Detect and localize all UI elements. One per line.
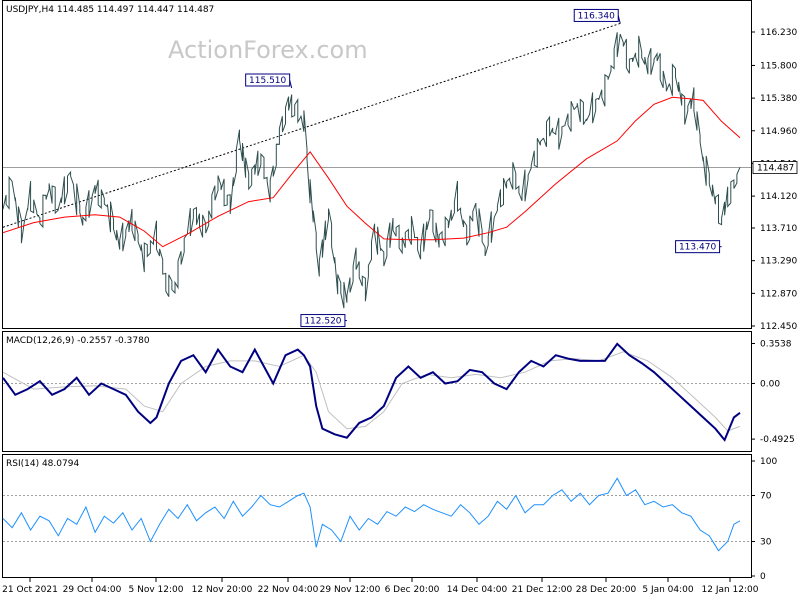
price-y-tick-label: 116.230 bbox=[760, 28, 797, 38]
annotation-label: 112.520 bbox=[304, 317, 341, 327]
rsi-line bbox=[2, 477, 741, 552]
macd-panel-frame bbox=[2, 331, 752, 452]
annotation-box bbox=[245, 73, 291, 87]
macd-y-tick-label: 0.00 bbox=[760, 379, 780, 389]
moving-average-line bbox=[2, 96, 741, 248]
x-tick-label: 12 Jan 12:00 bbox=[702, 585, 759, 595]
price-y-tick-label: 114.960 bbox=[760, 127, 797, 137]
chart-header: USDJPY,H4 114.485 114.497 114.447 114.48… bbox=[6, 5, 214, 15]
macd-y-tick-label: 0.3538 bbox=[760, 339, 792, 349]
price-y-tick-label: 112.450 bbox=[760, 322, 797, 332]
macd-line bbox=[2, 342, 741, 442]
annotation-box bbox=[573, 8, 619, 22]
rsi-y-tick-label: 0 bbox=[760, 572, 766, 582]
x-tick-label: 5 Nov 12:00 bbox=[129, 585, 184, 595]
annotation-label: 115.510 bbox=[249, 76, 286, 86]
x-tick-label: 14 Dec 04:00 bbox=[447, 585, 508, 595]
price-y-tick-label: 115.800 bbox=[760, 61, 797, 71]
rsi-y-tick-label: 70 bbox=[760, 492, 772, 502]
x-tick-label: 21 Oct 2021 bbox=[2, 585, 58, 595]
macd-signal-line bbox=[2, 351, 741, 432]
x-tick-label: 29 Nov 12:00 bbox=[320, 585, 381, 595]
rsi-y-tick-label: 100 bbox=[760, 457, 777, 467]
trendline bbox=[2, 22, 621, 228]
x-tick-label: 21 Dec 12:00 bbox=[512, 585, 573, 595]
macd-y-tick-label: -0.4925 bbox=[760, 435, 795, 445]
price-y-tick-label: 113.710 bbox=[760, 224, 797, 234]
current-price-box bbox=[752, 161, 798, 174]
macd-title: MACD(12,26,9) -0.2557 -0.3780 bbox=[6, 336, 150, 346]
x-tick-label: 6 Dec 20:00 bbox=[385, 585, 440, 595]
price-line bbox=[2, 32, 741, 309]
annotation-box bbox=[675, 240, 721, 254]
price-y-tick-label: 112.870 bbox=[760, 289, 797, 299]
annotation-label: 113.470 bbox=[679, 243, 716, 253]
x-tick-label: 5 Jan 04:00 bbox=[642, 585, 694, 595]
x-tick-label: 22 Nov 04:00 bbox=[258, 585, 319, 595]
price-y-tick-label: 113.290 bbox=[760, 257, 797, 267]
current-price-label: 114.487 bbox=[757, 164, 794, 174]
rsi-y-tick-label: 30 bbox=[760, 538, 772, 548]
price-y-tick-label: 115.380 bbox=[760, 94, 797, 104]
rsi-panel-frame bbox=[2, 454, 752, 578]
annotation-label: 116.340 bbox=[578, 11, 615, 21]
x-tick-label: 12 Nov 20:00 bbox=[192, 585, 253, 595]
annotation-box bbox=[300, 314, 346, 328]
rsi-title: RSI(14) 48.0794 bbox=[6, 459, 79, 469]
x-tick-label: 28 Dec 20:00 bbox=[576, 585, 637, 595]
price-y-tick-label: 114.120 bbox=[760, 192, 797, 202]
watermark: ActionForex.com bbox=[168, 36, 368, 64]
price-panel-frame bbox=[2, 0, 752, 329]
x-tick-label: 29 Oct 04:00 bbox=[63, 585, 122, 595]
